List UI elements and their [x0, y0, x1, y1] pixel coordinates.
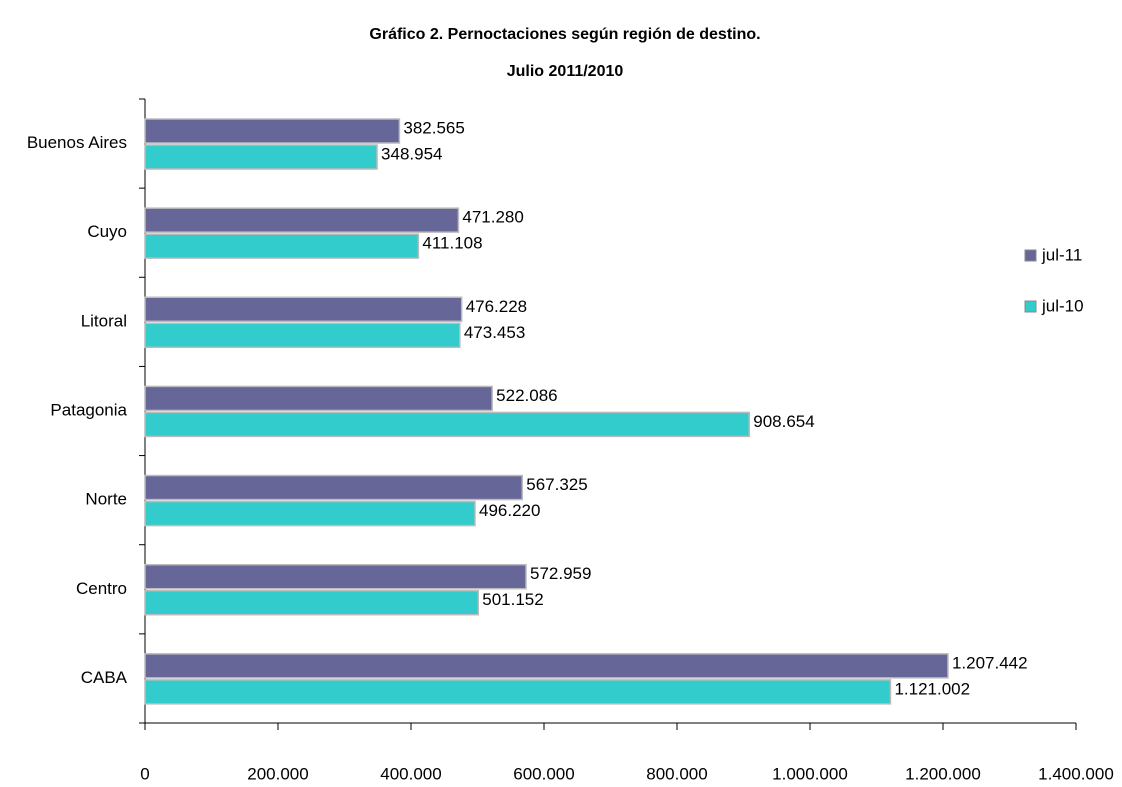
- bar: [144, 322, 461, 349]
- value-label: 382.565: [403, 118, 464, 137]
- x-tick-label: 1.200.000: [905, 764, 981, 783]
- bar: [144, 500, 476, 527]
- value-label: 908.654: [753, 412, 814, 431]
- bar: [144, 118, 401, 144]
- bar: [144, 653, 949, 679]
- x-tick-label: 1.000.000: [772, 764, 848, 783]
- x-tick-label: 600.000: [513, 764, 574, 783]
- legend-label: jul-10: [1041, 296, 1084, 315]
- value-label: 501.152: [482, 590, 543, 609]
- chart-title: Gráfico 2. Pernoctaciones según región d…: [369, 26, 760, 43]
- legend-swatch: [1024, 249, 1037, 262]
- value-label: 476.228: [466, 297, 527, 316]
- bar: [144, 411, 751, 438]
- bar: [144, 385, 493, 412]
- value-label: 522.086: [496, 386, 557, 405]
- bar: [144, 144, 378, 170]
- value-label: 496.220: [479, 501, 540, 520]
- x-tick-label: 200.000: [247, 764, 308, 783]
- bar: [144, 474, 524, 501]
- y-tick-label: Norte: [85, 490, 127, 509]
- x-tick-label: 400.000: [380, 764, 441, 783]
- x-tick-label: 1.400.000: [1038, 764, 1114, 783]
- y-tick-label: Buenos Aires: [27, 133, 127, 152]
- chart-subtitle: Julio 2011/2010: [507, 63, 624, 80]
- bar: [144, 296, 463, 323]
- bar: [144, 233, 420, 259]
- y-tick-label: Patagonia: [50, 400, 127, 419]
- value-label: 411.108: [422, 234, 482, 253]
- value-label: 348.954: [381, 144, 442, 163]
- value-label: 471.280: [462, 208, 523, 227]
- x-tick-label: 800.000: [646, 764, 707, 783]
- y-tick-label: Cuyo: [87, 222, 127, 241]
- bar: [144, 563, 527, 590]
- value-label: 473.453: [464, 323, 525, 342]
- y-tick-label: Centro: [76, 579, 127, 598]
- y-tick-label: Litoral: [81, 311, 127, 330]
- bar: [144, 589, 480, 616]
- x-tick-label: 0: [140, 764, 149, 783]
- value-label: 1.121.002: [894, 679, 970, 698]
- value-label: 1.207.442: [952, 653, 1028, 672]
- bar: [144, 207, 460, 233]
- value-label: 572.959: [530, 564, 591, 583]
- legend-swatch: [1024, 300, 1037, 313]
- y-tick-label: CABA: [81, 668, 128, 687]
- legend-label: jul-11: [1041, 245, 1082, 264]
- bar: [144, 679, 892, 705]
- value-label: 567.325: [526, 475, 587, 494]
